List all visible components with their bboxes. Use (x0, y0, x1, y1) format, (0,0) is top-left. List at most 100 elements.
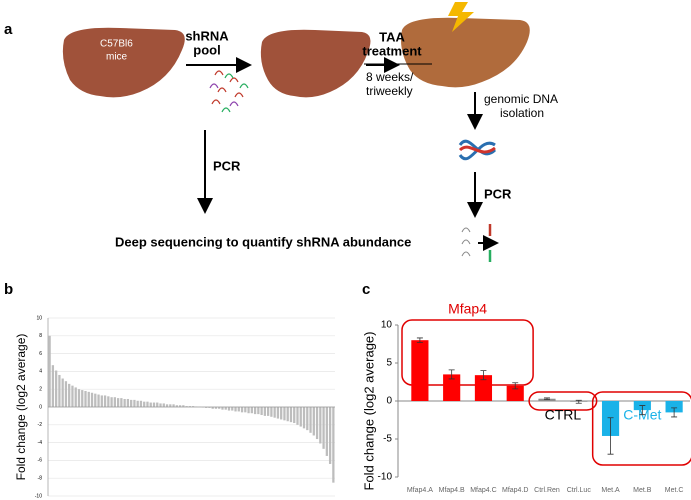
bar (120, 398, 123, 407)
bar (126, 398, 130, 407)
bar (182, 405, 185, 407)
bar (319, 407, 322, 444)
y-tick-label: -4 (38, 440, 43, 446)
liver (62, 27, 185, 98)
error-bar (544, 397, 550, 400)
bar (136, 400, 139, 407)
bar (231, 407, 234, 411)
bar (214, 407, 218, 409)
y-tick-label: -2 (38, 422, 43, 428)
x-tick-label: Met.B (633, 487, 652, 494)
liver-label: C57Bl6 (100, 39, 133, 50)
bar (71, 385, 74, 407)
x-tick-label: Mfap4.A (407, 487, 433, 494)
error-bar (607, 417, 614, 455)
bar (191, 406, 195, 407)
bar (283, 407, 286, 421)
bar (97, 394, 100, 407)
bar (61, 378, 64, 407)
bar (665, 401, 683, 413)
step-note: triweekly (366, 84, 413, 98)
bar (116, 398, 120, 407)
y-tick-label: -5 (383, 434, 392, 445)
diagram: C57Bl6 mice shRNA pool TAA treatment 8 w… (62, 2, 558, 262)
result-label: Deep sequencing to quantify shRNA abunda… (115, 234, 411, 249)
bar (107, 396, 110, 407)
bar (309, 407, 312, 433)
x-tick-label: Mfap4.C (470, 487, 496, 494)
shrna-icons (209, 70, 249, 113)
y-tick-label: -10 (378, 472, 393, 483)
y-tick-label: 8 (39, 333, 42, 339)
bar (234, 407, 237, 412)
x-tick-label: Mfap4.D (502, 487, 528, 494)
bar (325, 407, 328, 456)
bar (260, 407, 263, 416)
group-label: Mfap4 (448, 301, 487, 317)
bar (218, 407, 221, 409)
bar (332, 407, 335, 483)
bar (175, 405, 178, 407)
y-axis-label: Fold change (log2 average) (14, 334, 28, 481)
bar (77, 389, 81, 407)
y-tick-label: 10 (381, 320, 393, 331)
bar (205, 407, 208, 408)
bar (165, 404, 169, 407)
bar (156, 402, 159, 407)
step-label: TAA (379, 29, 405, 44)
group-box (591, 391, 691, 466)
bar (315, 407, 319, 440)
group-label: CTRL (545, 407, 582, 423)
y-tick-label: 5 (386, 358, 392, 369)
bar (221, 407, 224, 410)
bar (55, 370, 58, 407)
bar (263, 407, 267, 416)
step-label: shRNA (185, 28, 229, 43)
x-tick-label: Mfap4.B (439, 487, 465, 494)
step-label: pool (193, 42, 220, 57)
bar (240, 407, 244, 413)
bar (185, 406, 188, 407)
group-box (401, 319, 534, 386)
bar (48, 335, 51, 407)
step-label: isolation (500, 106, 544, 120)
bar (58, 374, 61, 407)
bar (247, 407, 250, 414)
step-label: PCR (213, 158, 241, 173)
step-label: PCR (484, 186, 512, 201)
bar (159, 403, 162, 407)
bar (146, 401, 149, 407)
shrna-icons (461, 227, 471, 257)
bar (110, 397, 113, 407)
panel-label: c (362, 281, 370, 298)
group-box (528, 391, 598, 411)
y-tick-label: 2 (39, 387, 42, 393)
bar (64, 381, 68, 407)
bar (103, 395, 107, 407)
y-tick-label: 6 (39, 351, 42, 357)
bar (208, 407, 211, 408)
bar (289, 407, 293, 423)
bar (123, 398, 126, 407)
y-axis-label: Fold change (log2 average) (361, 332, 376, 491)
bar (286, 407, 289, 422)
bar (253, 407, 257, 415)
bar (169, 404, 172, 407)
bar (257, 407, 260, 415)
bar (250, 407, 253, 414)
step-label: genomic DNA (484, 92, 558, 106)
bar (139, 400, 143, 407)
y-tick-label: 0 (386, 396, 392, 407)
bar (273, 407, 276, 418)
bar (149, 402, 152, 407)
bar (280, 407, 283, 420)
error-bar (480, 370, 487, 381)
bar (74, 387, 77, 407)
bar (188, 406, 192, 407)
x-tick-label: Met.A (601, 487, 620, 494)
bar (113, 397, 116, 407)
y-tick-label: 4 (39, 369, 42, 375)
bar (312, 407, 315, 436)
x-tick-label: Ctrl.Luc (567, 487, 592, 494)
